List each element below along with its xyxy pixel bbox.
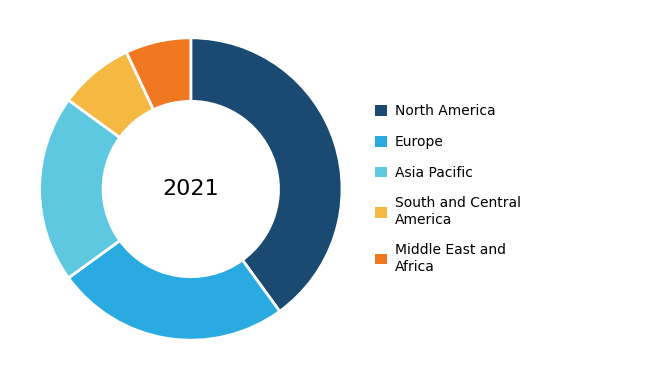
Wedge shape [68,52,153,138]
Wedge shape [39,100,120,278]
Wedge shape [191,38,342,311]
Legend: North America, Europe, Asia Pacific, South and Central
America, Middle East and
: North America, Europe, Asia Pacific, Sou… [376,104,521,274]
Wedge shape [126,38,191,110]
Text: 2021: 2021 [163,179,219,199]
Wedge shape [68,240,280,340]
